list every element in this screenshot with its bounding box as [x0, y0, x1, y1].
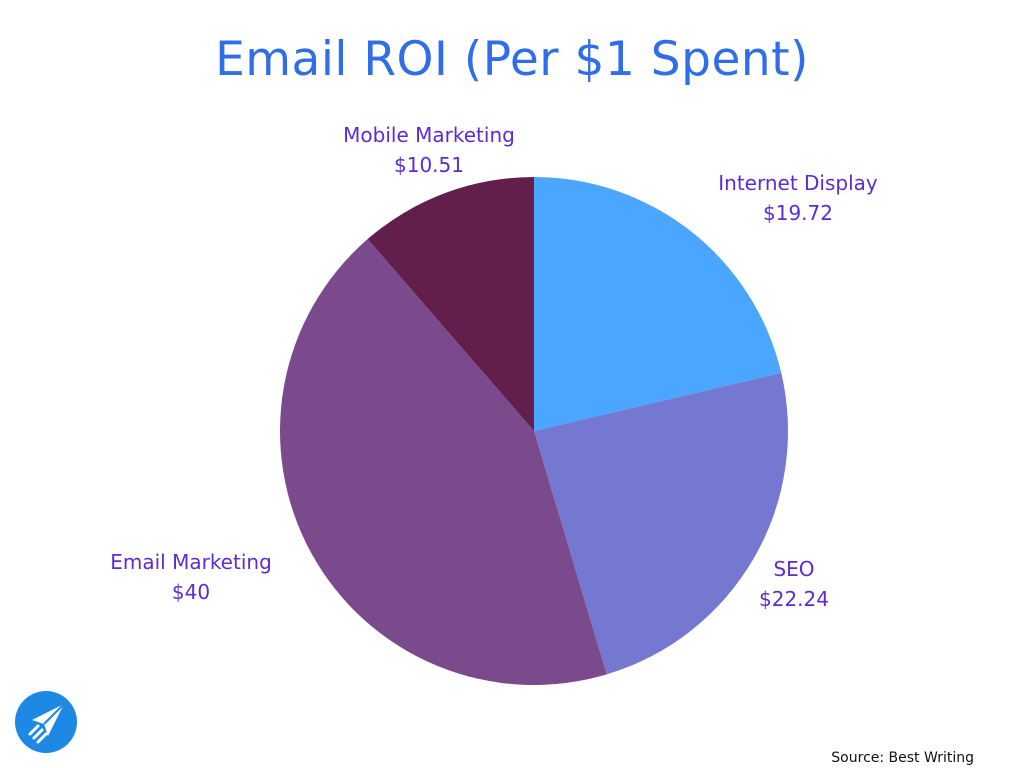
- pie-slice-mobile-marketing: [367, 177, 534, 431]
- slice-label: SEO $22.24: [759, 554, 829, 614]
- slice-label-category: SEO: [773, 557, 815, 581]
- slice-label: Email Marketing $40: [110, 547, 272, 607]
- slice-label: Mobile Marketing $10.51: [343, 120, 515, 180]
- slice-label-value: $40: [171, 580, 211, 604]
- slice-label-category: Mobile Marketing: [343, 123, 515, 147]
- pie-slice-email-marketing: [279, 239, 607, 686]
- slice-label: Internet Display $19.72: [718, 168, 878, 228]
- source-note: Source: Best Writing: [831, 750, 974, 766]
- slice-label-value: $19.72: [763, 201, 833, 225]
- slice-label-category: Email Marketing: [110, 550, 272, 574]
- pie-slice-seo: [534, 372, 788, 675]
- paper-plane-icon: [15, 691, 77, 753]
- slice-label-value: $10.51: [394, 153, 464, 177]
- slice-label-category: Internet Display: [718, 171, 878, 195]
- pie-slice-internet-display: [534, 177, 782, 431]
- slice-label-value: $22.24: [759, 587, 829, 611]
- chart-title: Email ROI (Per $1 Spent): [215, 32, 809, 87]
